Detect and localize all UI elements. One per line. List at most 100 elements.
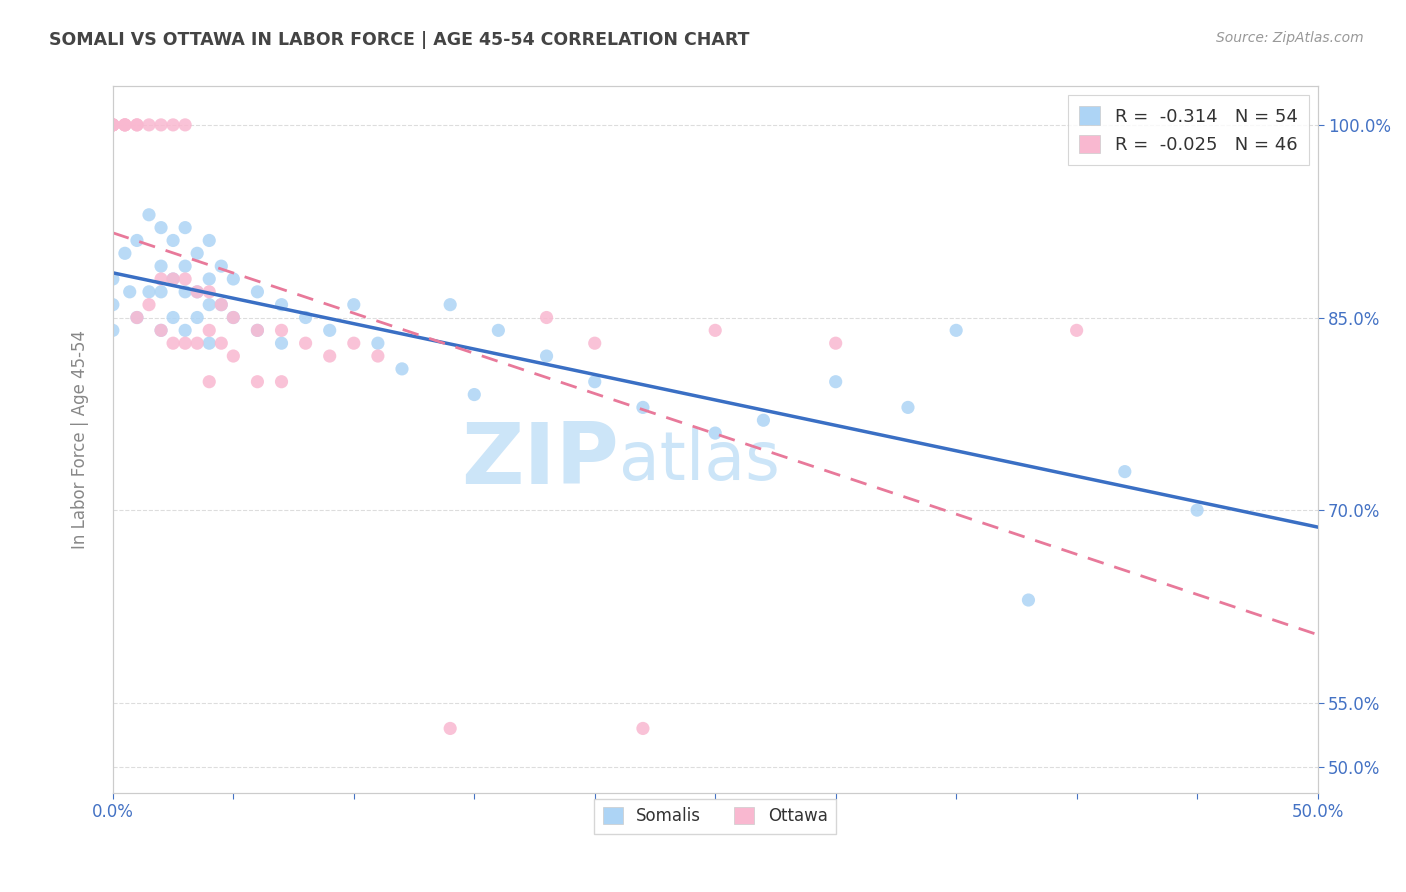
Point	[246, 323, 269, 337]
Point	[1066, 323, 1088, 337]
Point	[824, 336, 846, 351]
Point	[150, 118, 173, 132]
Point	[101, 272, 124, 286]
Point	[270, 336, 292, 351]
Point	[198, 272, 221, 286]
Point	[138, 285, 160, 299]
Point	[198, 285, 221, 299]
Point	[270, 298, 292, 312]
Point	[198, 298, 221, 312]
Point	[343, 336, 366, 351]
Point	[114, 118, 136, 132]
Point	[246, 285, 269, 299]
Point	[174, 323, 197, 337]
Point	[150, 323, 173, 337]
Point	[114, 246, 136, 260]
Point	[150, 323, 173, 337]
Point	[186, 285, 208, 299]
Point	[162, 118, 184, 132]
Y-axis label: In Labor Force | Age 45-54: In Labor Force | Age 45-54	[72, 330, 89, 549]
Point	[186, 336, 208, 351]
Point	[101, 323, 124, 337]
Point	[198, 336, 221, 351]
Point	[125, 310, 148, 325]
Point	[367, 349, 389, 363]
Point	[246, 323, 269, 337]
Point	[583, 375, 606, 389]
Point	[945, 323, 967, 337]
Point	[186, 285, 208, 299]
Point	[824, 375, 846, 389]
Point	[209, 259, 232, 273]
Point	[162, 310, 184, 325]
Point	[162, 272, 184, 286]
Point	[439, 298, 461, 312]
Point	[704, 323, 727, 337]
Point	[150, 272, 173, 286]
Point	[583, 336, 606, 351]
Point	[138, 118, 160, 132]
Point	[222, 349, 245, 363]
Point	[114, 118, 136, 132]
Point	[536, 310, 558, 325]
Point	[174, 259, 197, 273]
Point	[174, 336, 197, 351]
Text: ZIP: ZIP	[461, 419, 619, 502]
Point	[101, 118, 124, 132]
Point	[1114, 465, 1136, 479]
Point	[486, 323, 509, 337]
Point	[150, 259, 173, 273]
Point	[631, 401, 654, 415]
Point	[186, 246, 208, 260]
Point	[198, 323, 221, 337]
Point	[391, 362, 413, 376]
Point	[246, 375, 269, 389]
Point	[198, 234, 221, 248]
Point	[118, 285, 141, 299]
Point	[125, 310, 148, 325]
Point	[162, 272, 184, 286]
Point	[463, 387, 485, 401]
Text: atlas: atlas	[619, 427, 780, 493]
Point	[174, 118, 197, 132]
Point	[186, 310, 208, 325]
Point	[704, 426, 727, 441]
Text: SOMALI VS OTTAWA IN LABOR FORCE | AGE 45-54 CORRELATION CHART: SOMALI VS OTTAWA IN LABOR FORCE | AGE 45…	[49, 31, 749, 49]
Point	[1185, 503, 1208, 517]
Point	[101, 118, 124, 132]
Point	[174, 220, 197, 235]
Point	[318, 349, 340, 363]
Point	[270, 323, 292, 337]
Point	[174, 272, 197, 286]
Point	[101, 298, 124, 312]
Point	[101, 118, 124, 132]
Point	[343, 298, 366, 312]
Point	[125, 118, 148, 132]
Point	[125, 234, 148, 248]
Point	[101, 118, 124, 132]
Point	[138, 298, 160, 312]
Point	[294, 336, 316, 351]
Point	[138, 208, 160, 222]
Point	[270, 375, 292, 389]
Point	[174, 285, 197, 299]
Point	[209, 336, 232, 351]
Point	[125, 118, 148, 132]
Point	[367, 336, 389, 351]
Point	[222, 272, 245, 286]
Point	[631, 722, 654, 736]
Point	[162, 336, 184, 351]
Point	[439, 722, 461, 736]
Point	[897, 401, 920, 415]
Point	[101, 118, 124, 132]
Point	[1017, 593, 1039, 607]
Point	[536, 349, 558, 363]
Point	[294, 310, 316, 325]
Point	[150, 285, 173, 299]
Point	[318, 323, 340, 337]
Point	[209, 298, 232, 312]
Point	[162, 234, 184, 248]
Point	[222, 310, 245, 325]
Point	[222, 310, 245, 325]
Text: Source: ZipAtlas.com: Source: ZipAtlas.com	[1216, 31, 1364, 45]
